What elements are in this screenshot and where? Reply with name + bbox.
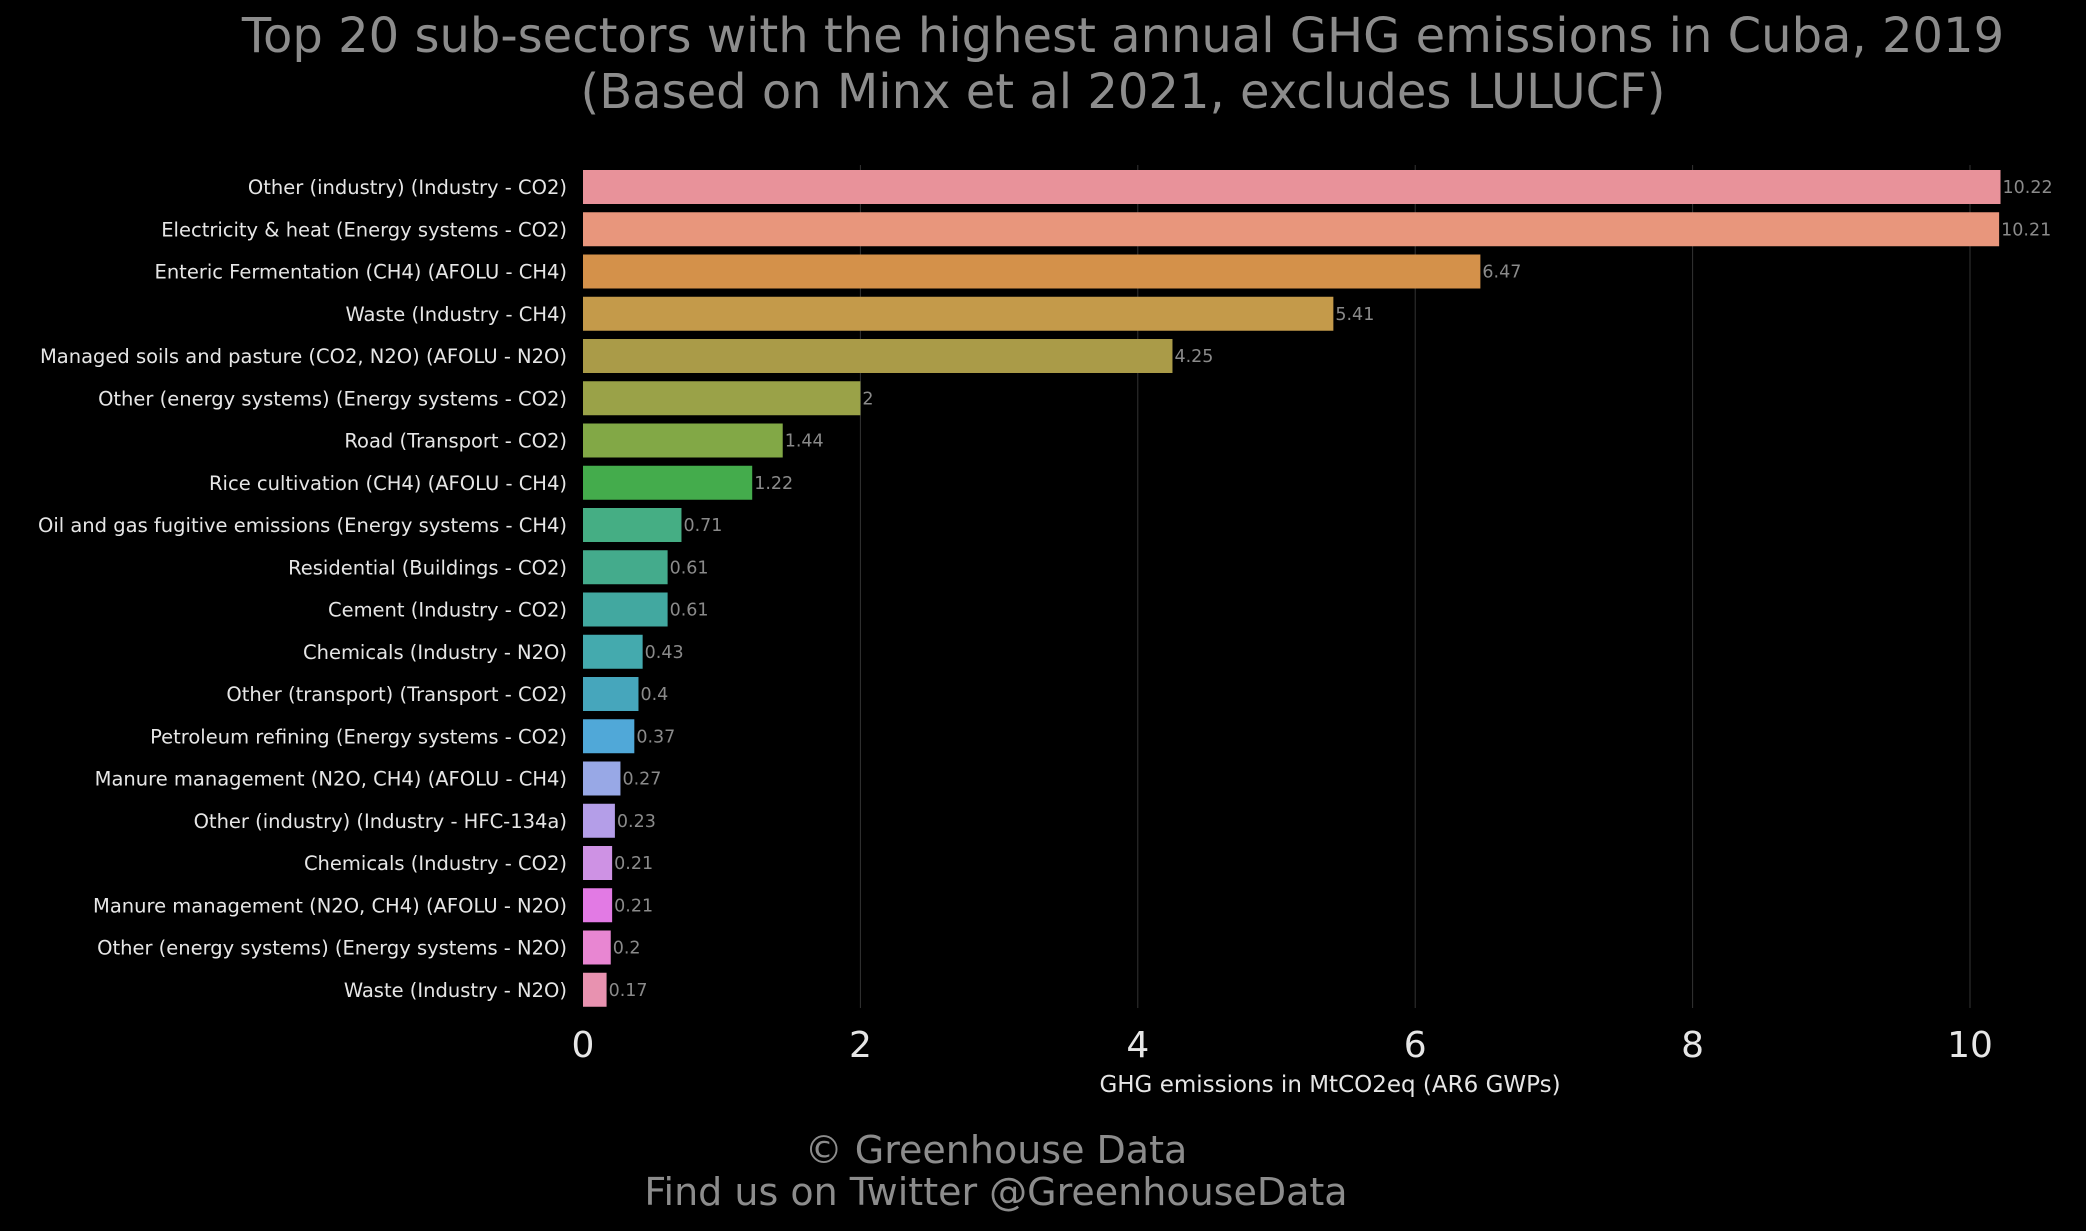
- category-label: Other (transport) (Transport - CO2): [226, 683, 567, 706]
- bar: [583, 846, 613, 880]
- category-label: Rice cultivation (CH4) (AFOLU - CH4): [209, 472, 567, 495]
- category-labels: Other (industry) (Industry - CO2) Electri…: [38, 176, 567, 1002]
- bar: [583, 761, 621, 796]
- category-label: Enteric Fermentation (CH4) (AFOLU - CH4): [155, 261, 568, 284]
- value-label: 0.37: [636, 727, 675, 747]
- category-label: Manure management (N2O, CH4) (AFOLU - N2…: [93, 894, 567, 917]
- bar: [583, 972, 607, 1007]
- x-axis-title: GHG emissions in MtCO2eq (AR6 GWPs): [1099, 1072, 1560, 1098]
- category-label: Other (energy systems) (Energy systems -…: [98, 387, 567, 410]
- category-label: Residential (Buildings - CO2): [288, 556, 567, 579]
- value-label: 0.27: [622, 770, 661, 790]
- bar: [583, 339, 1173, 373]
- value-label: 0.4: [640, 685, 668, 705]
- bar: [583, 634, 643, 669]
- bar: [583, 592, 668, 627]
- bar: [583, 212, 2000, 247]
- chart-subtitle: (Based on Minx et al 2021, excludes LULU…: [581, 64, 1666, 120]
- category-label: Oil and gas fugitive emissions (Energy s…: [38, 514, 567, 537]
- category-label: Cement (Industry - CO2): [328, 599, 567, 622]
- bar: [583, 550, 668, 585]
- x-tick-label: 4: [1126, 1025, 1149, 1066]
- x-tick-label: 6: [1404, 1025, 1427, 1066]
- bar: [583, 930, 611, 965]
- value-label: 0.61: [670, 558, 709, 578]
- category-label: Manure management (N2O, CH4) (AFOLU - CH…: [95, 768, 567, 791]
- bar: [583, 170, 2001, 204]
- value-label: 0.21: [614, 896, 653, 916]
- x-tick-label: 0: [572, 1025, 595, 1066]
- x-axis-ticks: 0 2 4 6 8 10: [572, 1025, 1993, 1066]
- category-label: Other (energy systems) (Energy systems -…: [97, 937, 567, 960]
- value-label: 5.41: [1335, 305, 1374, 325]
- value-label: 0.17: [609, 981, 648, 1001]
- footer-copyright: © Greenhouse Data: [805, 1128, 1188, 1172]
- category-label: Other (industry) (Industry - HFC-134a): [194, 810, 567, 833]
- bar: [583, 296, 1334, 331]
- category-label: Waste (Industry - CH4): [345, 303, 567, 326]
- x-tick-label: 8: [1681, 1025, 1704, 1066]
- category-label: Petroleum refining (Energy systems - CO2…: [150, 725, 567, 748]
- value-label: 10.22: [2003, 178, 2053, 198]
- x-tick-label: 10: [1947, 1025, 1993, 1066]
- value-label: 0.61: [670, 601, 709, 621]
- value-label: 4.25: [1174, 347, 1213, 367]
- bar: [583, 803, 615, 838]
- footer-twitter: Find us on Twitter @GreenhouseData: [644, 1170, 1347, 1214]
- bar: [583, 677, 639, 711]
- value-label: 1.44: [785, 432, 824, 452]
- value-label: 0.71: [683, 516, 722, 536]
- bar: [583, 508, 682, 542]
- value-label: 0.23: [617, 812, 656, 832]
- value-label: 6.47: [1482, 263, 1521, 283]
- bar: [583, 423, 783, 458]
- value-label: 0.43: [645, 643, 684, 663]
- chart-title: Top 20 sub-sectors with the highest annu…: [241, 8, 2004, 64]
- category-label: Electricity & heat (Energy systems - CO2…: [161, 218, 567, 241]
- value-label: 0.2: [613, 939, 641, 959]
- category-label: Chemicals (Industry - CO2): [304, 852, 567, 875]
- category-label: Managed soils and pasture (CO2, N2O) (AF…: [40, 345, 567, 368]
- category-label: Waste (Industry - N2O): [344, 979, 567, 1002]
- category-label: Other (industry) (Industry - CO2): [248, 176, 567, 199]
- value-label: 10.21: [2001, 220, 2051, 240]
- value-label: 0.21: [614, 854, 653, 874]
- bar: [583, 381, 861, 416]
- x-tick-label: 2: [849, 1025, 872, 1066]
- value-label: 2: [862, 389, 873, 409]
- category-label: Road (Transport - CO2): [344, 430, 567, 453]
- category-label: Chemicals (Industry - N2O): [303, 641, 567, 664]
- value-labels: 10.22 10.21 6.47 5.41 4.25 2 1.44 1.22 0.71 0.61 0…: [609, 178, 2053, 1001]
- bar: [583, 254, 1481, 289]
- bars: [583, 170, 2001, 1007]
- bar: [583, 465, 753, 500]
- value-label: 1.22: [754, 474, 793, 494]
- bar: [583, 719, 635, 754]
- bar: [583, 888, 613, 923]
